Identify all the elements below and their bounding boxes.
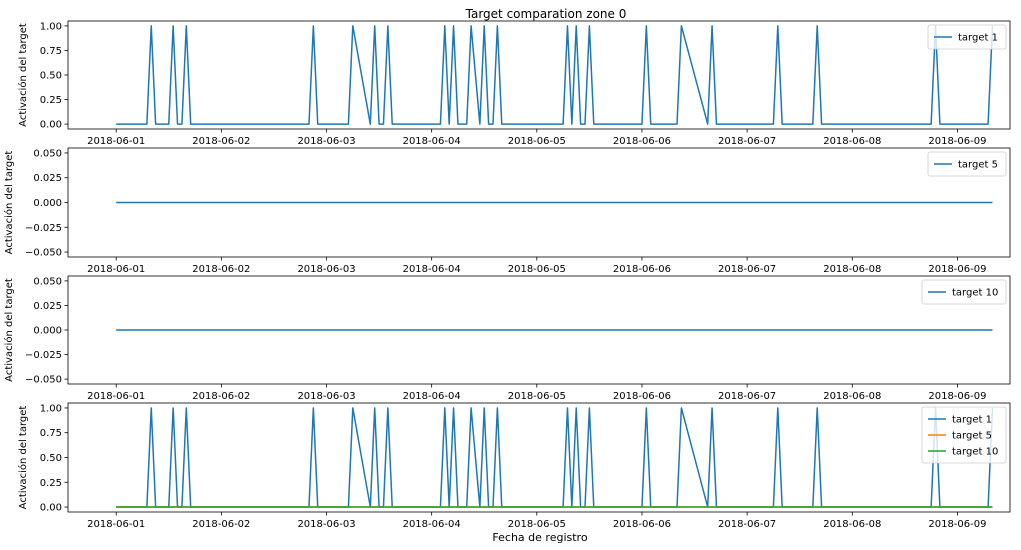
x-tick-label: 2018-06-08 — [823, 391, 881, 402]
legend-label: target 5 — [958, 160, 998, 171]
x-tick-label: 2018-06-01 — [87, 391, 145, 402]
y-tick-label: 0.25 — [40, 95, 62, 106]
legend-box — [921, 279, 1007, 305]
y-tick-label: 0.00 — [40, 503, 62, 514]
legend-box — [921, 406, 1007, 464]
x-tick-label: 2018-06-01 — [87, 519, 145, 530]
y-axis-label: Activación del target — [17, 23, 29, 127]
legend-label: target 10 — [952, 288, 998, 299]
x-tick-label: 2018-06-04 — [403, 519, 461, 530]
y-tick-label: 0.000 — [33, 198, 62, 209]
x-tick-label: 2018-06-03 — [297, 264, 355, 275]
x-tick-label: 2018-06-06 — [613, 519, 671, 530]
figure-title: Target comparation zone 0 — [465, 7, 627, 21]
panel-1: 2018-06-01 2018-06-02 2018-06-03 2018-06-04… — [17, 20, 1011, 147]
legend-label: target 1 — [958, 33, 998, 44]
x-tick-label: 2018-06-06 — [613, 264, 671, 275]
x-tick-label: 2018-06-03 — [297, 391, 355, 402]
x-tick-label: 2018-06-09 — [928, 136, 986, 147]
y-tick-label: 1.00 — [40, 21, 62, 32]
plot-frame — [67, 20, 1011, 130]
legend-label: target 1 — [952, 415, 992, 426]
legend: target 1 — [927, 24, 1007, 50]
legend: target 10 — [921, 279, 1007, 305]
y-tick-label: 0.50 — [40, 71, 62, 82]
plot-frame — [67, 402, 1011, 513]
y-tick-label: 0.025 — [33, 301, 62, 312]
x-tick-label: 2018-06-08 — [823, 519, 881, 530]
x-tick-label: 2018-06-04 — [403, 391, 461, 402]
x-tick-label: 2018-06-03 — [297, 136, 355, 147]
y-tick-label: 0.025 — [33, 173, 62, 184]
x-axis-label: Fecha de registro — [492, 531, 587, 544]
x-tick-label: 2018-06-02 — [192, 519, 250, 530]
y-axis-label: Activación del target — [3, 151, 15, 255]
x-tick-label: 2018-06-07 — [718, 264, 776, 275]
y-axis-label: Activación del target — [17, 406, 29, 510]
legend: target 1 target 5 target 10 — [921, 406, 1007, 464]
y-tick-label: 0.25 — [40, 478, 62, 489]
legend-label: target 10 — [952, 447, 998, 458]
x-tick-label: 2018-06-06 — [613, 391, 671, 402]
legend: target 5 — [927, 151, 1007, 177]
x-tick-label: 2018-06-07 — [718, 519, 776, 530]
y-tick-label: −0.050 — [25, 248, 62, 259]
x-tick-label: 2018-06-05 — [508, 136, 566, 147]
x-tick-label: 2018-06-03 — [297, 519, 355, 530]
panel-4: 2018-06-01 2018-06-02 2018-06-03 2018-06-04… — [17, 402, 1011, 530]
legend-box — [927, 151, 1007, 177]
x-tick-label: 2018-06-02 — [192, 264, 250, 275]
y-tick-label: −0.050 — [25, 375, 62, 386]
panel-2: 2018-06-01 2018-06-02 2018-06-03 2018-06-04… — [3, 147, 1011, 275]
x-tick-label: 2018-06-09 — [928, 264, 986, 275]
y-tick-label: −0.025 — [25, 223, 62, 234]
x-tick-label: 2018-06-09 — [928, 391, 986, 402]
x-tick-label: 2018-06-09 — [928, 519, 986, 530]
y-tick-label: −0.025 — [25, 350, 62, 361]
x-tick-label: 2018-06-05 — [508, 391, 566, 402]
y-tick-label: 0.050 — [33, 276, 62, 287]
y-tick-label: 0.75 — [40, 46, 62, 57]
x-tick-label: 2018-06-08 — [823, 264, 881, 275]
x-tick-label: 2018-06-01 — [87, 136, 145, 147]
x-tick-label: 2018-06-02 — [192, 136, 250, 147]
y-tick-label: 0.50 — [40, 453, 62, 464]
series-line-1 — [116, 25, 994, 125]
x-tick-label: 2018-06-05 — [508, 264, 566, 275]
x-tick-label: 2018-06-04 — [403, 136, 461, 147]
y-tick-label: 1.00 — [40, 403, 62, 414]
x-tick-label: 2018-06-01 — [87, 264, 145, 275]
x-tick-label: 2018-06-07 — [718, 391, 776, 402]
y-tick-label: 0.00 — [40, 120, 62, 131]
y-tick-label: 0.75 — [40, 428, 62, 439]
panel-3: 2018-06-01 2018-06-02 2018-06-03 2018-06-04… — [3, 275, 1011, 402]
y-tick-label: 0.050 — [33, 148, 62, 159]
x-tick-label: 2018-06-04 — [403, 264, 461, 275]
y-axis-label: Activación del target — [3, 278, 15, 382]
series-line-1 — [116, 407, 994, 508]
x-tick-label: 2018-06-02 — [192, 391, 250, 402]
legend-label: target 5 — [952, 431, 992, 442]
x-tick-label: 2018-06-08 — [823, 136, 881, 147]
x-tick-label: 2018-06-06 — [613, 136, 671, 147]
x-tick-label: 2018-06-07 — [718, 136, 776, 147]
legend-box — [927, 24, 1007, 50]
x-tick-label: 2018-06-05 — [508, 519, 566, 530]
y-tick-label: 0.000 — [33, 326, 62, 337]
